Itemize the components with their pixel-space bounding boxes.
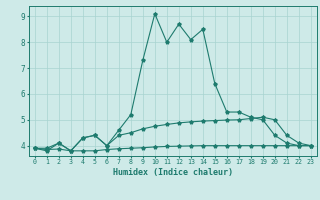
X-axis label: Humidex (Indice chaleur): Humidex (Indice chaleur) [113, 168, 233, 177]
